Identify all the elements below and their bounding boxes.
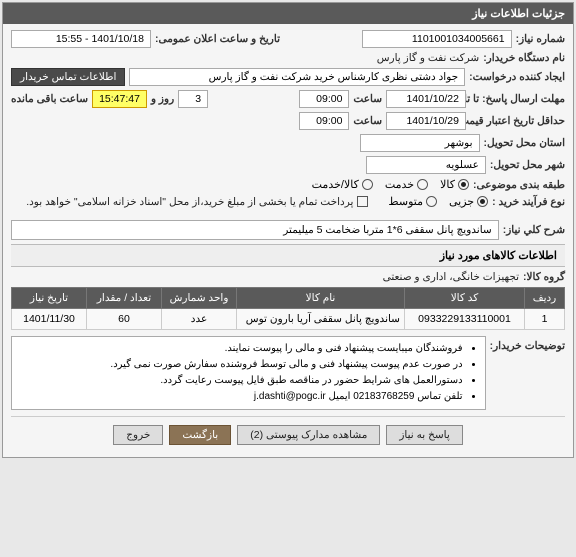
exit-button[interactable]: خروج (113, 425, 163, 445)
contact-button[interactable]: اطلاعات تماس خریدار (11, 68, 125, 86)
radio-dot-icon (477, 196, 488, 207)
category-label: طبقه بندی موضوعی: (473, 179, 565, 191)
note-line-2: در صورت عدم پیوست پیشنهاد فنی و مالی توس… (18, 357, 463, 373)
cell-qty: 60 (87, 309, 162, 330)
remaining-label: ساعت باقی مانده (11, 93, 88, 105)
validity-date: 1401/10/29 (386, 112, 466, 130)
countdown-timer: 15:47:47 (92, 90, 147, 108)
need-no-label: شماره نیاز: (516, 33, 565, 45)
note-line-1: فروشندگان میبایست پیشنهاد فنی و مالی را … (18, 341, 463, 357)
payment-checkbox[interactable] (357, 196, 368, 207)
radio-minor-label: جزیی (449, 195, 474, 208)
th-row: ردیف (525, 288, 565, 309)
validity-time: 09:00 (299, 112, 349, 130)
radio-service-label: خدمت (385, 178, 414, 191)
cell-code: 0933229133110001 (405, 309, 525, 330)
attachments-button[interactable]: مشاهده مدارک پیوستی (2) (237, 425, 380, 445)
creator-value: جواد دشتی نظری کارشناس خرید شرکت نفت و گ… (129, 68, 465, 86)
creator-label: ایجاد کننده درخواست: (469, 71, 565, 83)
group-label: گروه کالا: (523, 271, 565, 283)
radio-dot-icon (458, 179, 469, 190)
category-radio-group: کالا خدمت کالا/خدمت (312, 178, 469, 191)
days-and-label: روز و (151, 93, 174, 105)
city-label: شهر محل تحویل: (490, 159, 565, 171)
cell-row: 1 (525, 309, 565, 330)
items-table: ردیف کد کالا نام کالا واحد شمارش تعداد /… (11, 287, 565, 330)
table-header-row: ردیف کد کالا نام کالا واحد شمارش تعداد /… (12, 288, 565, 309)
radio-minor[interactable]: جزیی (449, 195, 488, 208)
radio-circle-icon (417, 179, 428, 190)
deadline-time: 09:00 (299, 90, 349, 108)
need-no-value: 1101001034005661 (362, 30, 512, 48)
time-label-1: ساعت (353, 93, 382, 105)
validity-label: حداقل تاریخ اعتبار قیمت: تا تاریخ: (470, 115, 565, 127)
time-label-2: ساعت (353, 115, 382, 127)
city-value: عسلویه (366, 156, 486, 174)
deadline-date: 1401/10/22 (386, 90, 466, 108)
payment-note: پرداخت تمام یا بخشی از مبلغ خرید،از محل … (26, 196, 353, 208)
cell-date: 1401/11/30 (12, 309, 87, 330)
subject-label: شرح کلي نياز: (503, 224, 565, 236)
note-line-3: دستورالعمل های شرایط حضور در مناقصه طبق … (18, 373, 463, 389)
deadline-label: مهلت ارسال پاسخ: تا تاریخ: (470, 93, 565, 105)
cell-name: ساندویچ پانل سقفی آریا بارون توس (237, 309, 405, 330)
process-label: نوع فرآیند خرید : (492, 196, 565, 208)
details-panel: جزئیات اطلاعات نیاز شماره نیاز: 11010010… (2, 2, 574, 458)
form-area: شماره نیاز: 1101001034005661 تاریخ و ساع… (3, 24, 573, 457)
respond-button[interactable]: پاسخ به نیاز (386, 425, 462, 445)
buyer-value: شرکت نفت و گاز پارس (377, 52, 479, 64)
announce-label: تاریخ و ساعت اعلان عمومی: (155, 33, 280, 45)
radio-goods-label: کالا (440, 178, 455, 191)
panel-title: جزئیات اطلاعات نیاز (3, 3, 573, 24)
radio-service[interactable]: خدمت (385, 178, 428, 191)
table-row[interactable]: 1 0933229133110001 ساندویچ پانل سقفی آری… (12, 309, 565, 330)
cell-unit: عدد (162, 309, 237, 330)
province-label: استان محل تحویل: (484, 137, 565, 149)
th-code: کد کالا (405, 288, 525, 309)
th-unit: واحد شمارش (162, 288, 237, 309)
radio-both[interactable]: کالا/خدمت (312, 178, 373, 191)
process-radio-group: جزیی متوسط (388, 195, 488, 208)
th-name: نام کالا (237, 288, 405, 309)
buyer-notes-label: توضیحات خریدار: (490, 336, 565, 352)
buyer-notes-box: فروشندگان میبایست پیشنهاد فنی و مالی را … (11, 336, 486, 410)
announce-value: 1401/10/18 - 15:55 (11, 30, 151, 48)
radio-goods[interactable]: کالا (440, 178, 469, 191)
radio-both-label: کالا/خدمت (312, 178, 359, 191)
buyer-label: نام دستگاه خریدار: (483, 52, 565, 64)
footer-buttons: پاسخ به نیاز مشاهده مدارک پیوستی (2) باز… (11, 416, 565, 451)
items-section-title: اطلاعات کالاهای مورد نیاز (11, 244, 565, 267)
th-date: تاریخ نیاز (12, 288, 87, 309)
radio-circle-icon (362, 179, 373, 190)
th-qty: تعداد / مقدار (87, 288, 162, 309)
subject-input[interactable] (11, 220, 499, 240)
back-button[interactable]: بازگشت (169, 425, 231, 445)
days-count: 3 (178, 90, 208, 108)
province-value: بوشهر (360, 134, 480, 152)
radio-medium-label: متوسط (388, 195, 423, 208)
radio-medium[interactable]: متوسط (388, 195, 437, 208)
note-line-4: تلفن تماس 02183768259 ایمیل j.dashti@pog… (18, 389, 463, 405)
group-value: تجهیزات خانگی، اداری و صنعتی (383, 271, 519, 283)
radio-circle-icon (426, 196, 437, 207)
